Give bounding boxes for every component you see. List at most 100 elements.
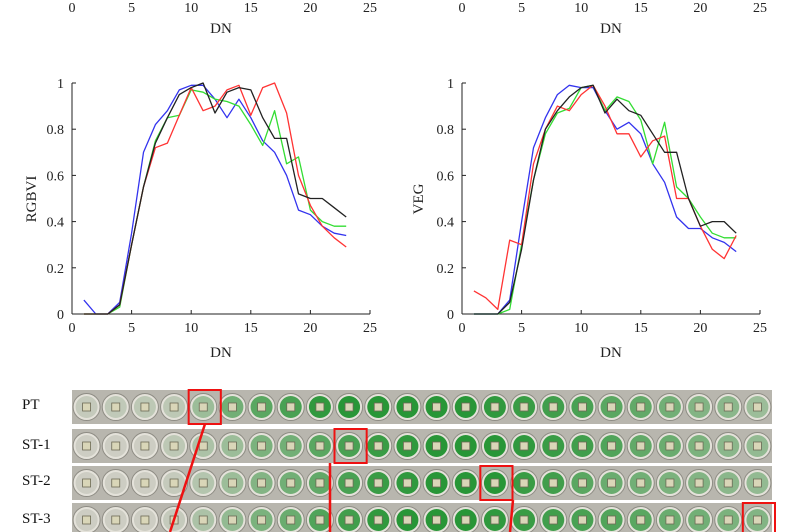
well-sample: [723, 515, 733, 525]
rgbvi-series-black: [83, 82, 347, 315]
plate-strips: [72, 390, 772, 532]
well-sample: [665, 478, 675, 488]
well-sample: [111, 478, 121, 488]
well-sample: [723, 441, 733, 451]
well-sample: [228, 402, 237, 412]
strip-background: [72, 429, 772, 463]
veg-ytick-label: 0.8: [437, 123, 455, 138]
well-sample: [198, 515, 208, 525]
well-sample: [286, 515, 296, 525]
well-sample: [403, 515, 412, 525]
well-sample: [344, 478, 354, 488]
veg-xtick-label: 0: [459, 321, 466, 336]
top-left-xlabel: DN: [210, 21, 232, 37]
top-right-tick-15: 15: [634, 1, 648, 16]
top-left-tick-10: 10: [184, 1, 198, 16]
rgbvi-ylabel: RGBVI: [24, 176, 40, 223]
well-sample: [665, 515, 675, 525]
well-sample: [548, 478, 558, 488]
well-sample: [198, 402, 208, 412]
well-sample: [723, 402, 733, 412]
strip-background: [72, 503, 772, 532]
well-sample: [636, 441, 646, 451]
well-sample: [373, 515, 383, 525]
top-left-tick-25: 25: [363, 1, 377, 16]
well-sample: [257, 478, 266, 488]
veg-series-blue: [473, 84, 737, 315]
well-sample: [607, 441, 616, 451]
well-sample: [607, 478, 616, 488]
well-sample: [198, 478, 208, 488]
well-sample: [111, 441, 121, 451]
well-sample: [228, 441, 237, 451]
well-sample: [344, 441, 354, 451]
rgbvi-ytick-label: 0.4: [47, 216, 65, 231]
top-left-tick-5: 5: [128, 1, 135, 16]
veg-xtick-label: 5: [518, 321, 525, 336]
rgbvi-chart: RGBVI DN 0 5 10 15 20 25 0 0.2 0.4 0.6 0.8 1: [24, 77, 377, 361]
veg-xlabel: DN: [600, 345, 622, 361]
well-sample: [286, 478, 296, 488]
well-sample: [140, 441, 150, 451]
veg-chart: VEG DN 0 5 10 15 20 25 0 0.2 0.4 0.6 0.8 1: [411, 77, 767, 361]
well-sample: [82, 441, 91, 451]
highlight-overlay: [168, 389, 776, 532]
well-sample: [286, 441, 296, 451]
rgbvi-ytick-label: 1: [57, 77, 64, 92]
well-sample: [169, 478, 179, 488]
top-right-tick-10: 10: [574, 1, 588, 16]
well-sample: [82, 402, 91, 412]
veg-ylabel: VEG: [411, 183, 427, 214]
well-sample: [636, 402, 646, 412]
well-sample: [636, 478, 646, 488]
well-sample: [257, 515, 266, 525]
well-sample: [140, 402, 150, 412]
well-sample: [344, 402, 354, 412]
top-right-tick-20: 20: [693, 1, 707, 16]
top-left-tick-20: 20: [303, 1, 317, 16]
well-sample: [286, 402, 296, 412]
well-sample: [607, 402, 616, 412]
well-sample: [373, 402, 383, 412]
well-sample: [694, 441, 704, 451]
veg-ytick-label: 0.6: [437, 169, 455, 184]
veg-ytick-label: 0.2: [437, 262, 455, 277]
well-sample: [753, 478, 762, 488]
well-sample: [228, 478, 237, 488]
strip-label-pt: PT: [22, 397, 40, 413]
well-sample: [519, 515, 529, 525]
well-sample: [519, 402, 529, 412]
well-sample: [403, 441, 412, 451]
well-sample: [607, 515, 616, 525]
rgbvi-xlabel: DN: [210, 345, 232, 361]
well-sample: [432, 441, 441, 451]
well-sample: [490, 441, 500, 451]
well-sample: [490, 515, 500, 525]
well-sample: [373, 441, 383, 451]
highlight-box: [479, 465, 514, 501]
well-sample: [373, 478, 383, 488]
well-sample: [315, 515, 325, 525]
well-sample: [665, 441, 675, 451]
strip-label-st1: ST-1: [22, 437, 51, 453]
well-sample: [578, 402, 587, 412]
well-sample: [753, 515, 762, 525]
well-sample: [548, 402, 558, 412]
well-sample: [82, 478, 91, 488]
well-sample: [753, 402, 762, 412]
rgbvi-ytick-label: 0.8: [47, 123, 65, 138]
top-left-tick-15: 15: [244, 1, 258, 16]
top-left-tick-0: 0: [69, 1, 76, 16]
well-sample: [315, 478, 325, 488]
well-sample: [548, 515, 558, 525]
well-sample: [111, 515, 121, 525]
connector-line: [508, 499, 515, 532]
rgbvi-ytick-label: 0.6: [47, 169, 65, 184]
top-right-tick-0: 0: [459, 1, 466, 16]
connector-line: [168, 423, 207, 532]
well-sample: [694, 515, 704, 525]
well-sample: [198, 441, 208, 451]
well-sample: [665, 402, 675, 412]
rgbvi-xtick-label: 10: [184, 321, 198, 336]
well-sample: [519, 441, 529, 451]
